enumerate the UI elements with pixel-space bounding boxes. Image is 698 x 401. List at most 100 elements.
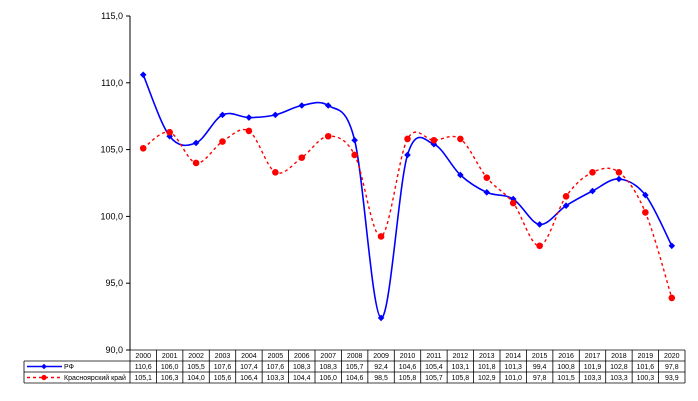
series-point-0: [324, 102, 332, 109]
y-tick-label: 100,0: [100, 211, 123, 221]
series-point-1: [668, 294, 676, 302]
series-lines: [142, 74, 673, 319]
data-table: 2000 2001 2002 2003 2004 2005 2006 2007 2008 2009…: [23, 349, 686, 384]
data-label-0: 105,5: [187, 364, 205, 371]
data-label-1: 102,9: [478, 375, 496, 382]
series-point-0: [430, 140, 438, 148]
data-label-1: 106,4: [240, 375, 258, 382]
legend-marker-0: [41, 363, 47, 370]
x-category-label: 2011: [426, 353, 441, 360]
series-point-0: [615, 175, 623, 183]
series-point-1: [324, 132, 332, 140]
data-label-0: 106,0: [161, 364, 179, 371]
data-label-1: 105,1: [134, 375, 152, 382]
x-category-label: 2015: [532, 353, 548, 360]
x-category-label: 2003: [215, 353, 231, 360]
x-category-label: 2009: [373, 353, 389, 360]
data-label-0: 92,4: [374, 364, 388, 371]
series-point-1: [219, 138, 226, 145]
series-point-0: [457, 171, 464, 179]
data-label-1: 105,6: [214, 375, 232, 382]
data-label-1: 105,8: [399, 375, 417, 382]
series-line-0: [142, 74, 673, 319]
data-label-0: 104,6: [399, 364, 417, 371]
data-label-0: 102,8: [610, 364, 628, 371]
y-axis-ticks: 90,0 95,0 100,0 105,0 110,0 115,0: [100, 11, 130, 355]
y-tick-label: 115,0: [101, 11, 123, 21]
series-point-0: [404, 151, 411, 159]
x-category-label: 2012: [453, 353, 469, 360]
x-category-label: 2001: [162, 353, 178, 360]
x-category-label: 2017: [585, 353, 601, 360]
series-point-1: [589, 169, 596, 176]
data-label-0: 107,6: [214, 364, 232, 371]
data-label-0: 107,6: [267, 364, 285, 371]
x-category-label: 2002: [188, 353, 204, 360]
series-point-0: [192, 139, 200, 147]
data-label-0: 103,1: [452, 364, 470, 371]
series-point-1: [509, 199, 517, 207]
series-point-1: [192, 159, 200, 167]
data-label-1: 104,4: [293, 375, 311, 382]
x-category-label: 2013: [479, 353, 495, 360]
y-tick-label: 110,0: [101, 78, 123, 88]
y-tick-label: 105,0: [100, 145, 123, 155]
series-point-1: [430, 136, 438, 144]
data-label-1: 103,3: [610, 375, 628, 382]
series-point-1: [377, 233, 385, 240]
series-point-0: [536, 221, 543, 228]
x-category-label: 2019: [638, 353, 654, 360]
series-point-0: [642, 191, 649, 199]
series-point-1: [272, 169, 279, 176]
data-label-0: 110,6: [135, 364, 152, 371]
series-point-1: [562, 193, 570, 200]
series-point-1: [483, 174, 491, 181]
data-label-0: 101,3: [504, 364, 522, 371]
series-point-0: [272, 111, 279, 119]
x-category-label: 2010: [400, 353, 416, 360]
x-category-label: 2020: [664, 353, 680, 360]
x-category-label: 2000: [135, 353, 151, 360]
series-point-1: [298, 154, 306, 161]
data-label-1: 97,8: [533, 375, 547, 382]
data-label-0: 101,8: [478, 364, 496, 371]
data-label-1: 104,0: [187, 375, 205, 382]
series-point-0: [139, 71, 147, 79]
data-label-0: 101,9: [584, 364, 602, 371]
x-category-label: 2014: [505, 353, 521, 360]
series-point-0: [351, 136, 358, 144]
data-label-1: 105,7: [425, 375, 443, 382]
series-point-0: [219, 111, 226, 119]
series-point-1: [457, 135, 464, 143]
data-label-1: 104,6: [346, 375, 364, 382]
series-point-1: [139, 144, 147, 152]
data-label-1: 106,3: [161, 375, 179, 382]
data-label-0: 100,8: [557, 364, 575, 371]
data-label-0: 105,4: [425, 364, 443, 371]
x-category-label: 2007: [320, 353, 336, 360]
series-point-1: [615, 169, 623, 176]
series-point-0: [245, 114, 253, 121]
data-label-0: 108,3: [319, 364, 337, 371]
data-label-0: 105,7: [346, 364, 364, 371]
legend-marker-1: [41, 374, 47, 381]
data-label-1: 103,3: [584, 375, 602, 382]
data-label-1: 101,0: [504, 375, 522, 382]
series-point-0: [562, 202, 570, 210]
data-label-0: 97,8: [665, 364, 679, 371]
data-label-1: 93,9: [665, 375, 679, 382]
data-label-0: 107,4: [240, 364, 258, 371]
x-category-label: 2006: [294, 353, 310, 360]
series-point-1: [351, 151, 358, 159]
series-point-1: [404, 135, 411, 143]
series-point-1: [166, 128, 173, 136]
data-label-0: 99,4: [533, 364, 547, 371]
series-line-1: [142, 128, 673, 299]
x-category-label: 2018: [611, 353, 627, 360]
y-tick-label: 95,0: [105, 278, 123, 288]
y-tick-label: 90,0: [105, 345, 123, 355]
series-point-0: [298, 102, 306, 109]
data-label-1: 98,5: [374, 375, 388, 382]
series-point-1: [642, 209, 649, 216]
